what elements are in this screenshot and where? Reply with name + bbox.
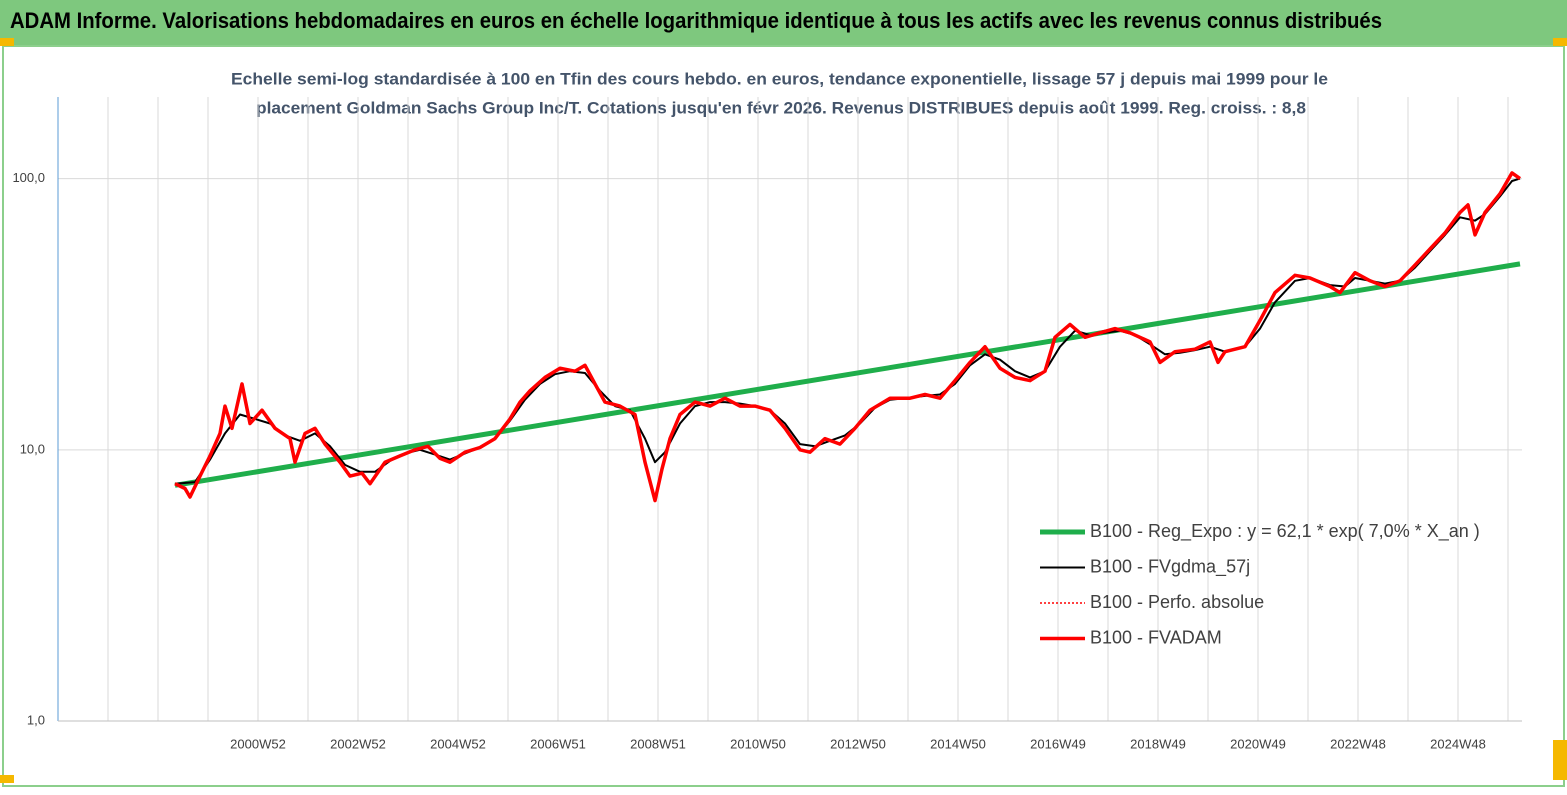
page-title: ADAM Informe. Valorisations hebdomadaire…	[10, 8, 1382, 33]
x-tick-label: 2010W50	[730, 736, 786, 751]
series-line	[174, 171, 1522, 503]
y-tick-label: 1,0	[27, 712, 45, 727]
panel-border	[2, 45, 1565, 787]
legend-label: B100 - Perfo. absolue	[1090, 592, 1264, 612]
x-tick-label: 2008W51	[630, 736, 686, 751]
y-tick-label: 10,0	[20, 441, 45, 456]
x-tick-label: 2022W48	[1330, 736, 1386, 751]
chart-subtitle: placement Goldman Sachs Group Inc/T. Cot…	[256, 98, 1306, 117]
series-line	[174, 261, 1521, 488]
x-tick-label: 2000W52	[230, 736, 286, 751]
corner	[1553, 740, 1567, 780]
x-tick-label: 2024W48	[1430, 736, 1486, 751]
corner	[0, 775, 14, 783]
plot: 2000W52 2002W52 2004W52 2006W51 2008W51 2010W…	[12, 97, 1522, 751]
x-tick-label: 2012W50	[830, 736, 886, 751]
header-bar	[0, 0, 1567, 46]
corner	[0, 38, 14, 46]
chart-subtitle: Echelle semi-log standardisée à 100 en T…	[231, 69, 1328, 88]
legend-label: B100 - Reg_Expo : y = 62,1 * exp( 7,0% *…	[1090, 521, 1480, 542]
x-tick-label: 2020W49	[1230, 736, 1286, 751]
x-tick-label: 2004W52	[430, 736, 486, 751]
legend-label: B100 - FVgdma_57j	[1090, 556, 1250, 577]
corner	[1553, 38, 1567, 46]
x-tick-label: 2014W50	[930, 736, 986, 751]
x-tick-label: 2002W52	[330, 736, 386, 751]
legend-label: B100 - FVADAM	[1090, 627, 1222, 647]
y-tick-label: 100,0	[12, 170, 45, 185]
x-tick-label: 2006W51	[530, 736, 586, 751]
x-tick-label: 2018W49	[1130, 736, 1186, 751]
x-tick-label: 2016W49	[1030, 736, 1086, 751]
